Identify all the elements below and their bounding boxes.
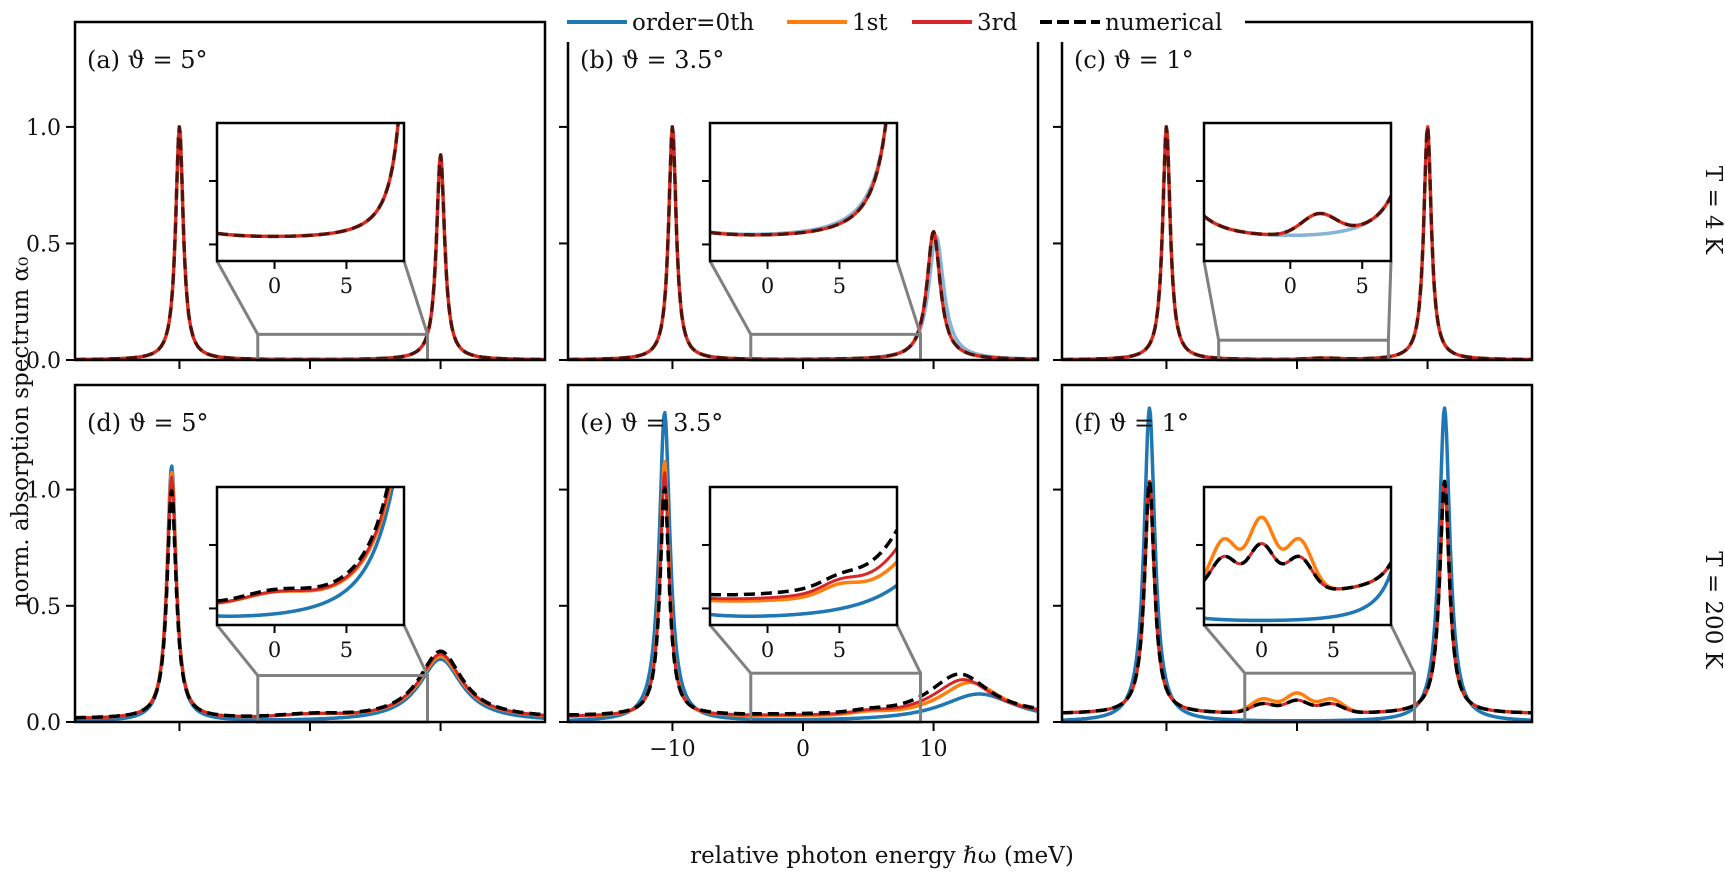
y-tick-label: 0.0 xyxy=(26,711,61,736)
panel-title: (a) ϑ = 5° xyxy=(87,46,207,74)
inset-frame xyxy=(708,121,899,263)
inset-x-tick-label: 5 xyxy=(340,274,353,298)
panel-d: 0.00.51.0(d) ϑ = 5°0 5 xyxy=(26,383,547,736)
panel-title: (f) ϑ = 1° xyxy=(1074,409,1189,437)
series-line-numerical xyxy=(568,486,1038,717)
row-label-200k: T = 200 K xyxy=(1700,551,1725,669)
inset-x-tick-label: 0 xyxy=(268,274,281,298)
inset-background xyxy=(217,487,404,625)
inset-series-line-1st xyxy=(710,560,897,603)
zoom-connector-right xyxy=(1389,624,1416,674)
inset-series-line-numerical xyxy=(217,487,390,603)
zoom-connector-left xyxy=(708,624,752,675)
panel-c: (c) ϑ = 1°0 5 xyxy=(1053,20,1534,369)
zoom-connector-left xyxy=(215,624,259,677)
series-line-numerical xyxy=(75,488,545,720)
inset-series-line-numerical xyxy=(710,529,897,597)
inset-x-tick-label: 0 xyxy=(1284,274,1297,298)
legend-background xyxy=(555,4,1245,42)
legend-label-3rd: 3rd xyxy=(977,10,1018,36)
y-tick-label: 1.0 xyxy=(26,116,61,141)
legend-label-order0: order=0th xyxy=(632,10,754,36)
inset-series-group xyxy=(1204,515,1391,623)
zoom-connector-left xyxy=(1202,624,1246,675)
panel-title: (e) ϑ = 3.5° xyxy=(580,409,723,437)
inset-series-group xyxy=(217,123,400,239)
series-group xyxy=(568,410,1038,722)
inset-frame xyxy=(708,485,899,627)
inset-background xyxy=(710,487,897,625)
inset-background xyxy=(710,123,897,261)
inset-x-tick-label: 5 xyxy=(833,638,846,662)
panel-f: (f) ϑ = 1°0 5 xyxy=(1053,383,1534,731)
panel-title: (c) ϑ = 1° xyxy=(1074,46,1194,74)
series-line-numerical xyxy=(1062,479,1532,715)
inset-background xyxy=(1204,123,1391,261)
inset-series-group xyxy=(710,529,897,618)
x-tick-label: 10 xyxy=(920,737,948,762)
inset-x-tick-label: 0 xyxy=(1255,638,1268,662)
series-line-order0th xyxy=(568,410,1038,722)
zoom-connector-left xyxy=(215,260,260,336)
y-tick-label: 0.5 xyxy=(26,595,61,620)
zoom-connector-right xyxy=(402,624,429,677)
zoom-connector-right xyxy=(895,624,922,674)
inset-x-tick-label: 0 xyxy=(761,274,774,298)
row-label-4k: T = 4 K xyxy=(1700,166,1725,255)
x-tick-label: 0 xyxy=(796,737,810,762)
inset-x-tick-label: 5 xyxy=(1327,638,1340,662)
inset-series-line-numerical xyxy=(710,123,888,237)
x-tick-label: −10 xyxy=(649,737,695,762)
inset-frame xyxy=(215,485,406,627)
inset-series-line-3rd xyxy=(710,546,897,601)
inset-frame xyxy=(1202,121,1393,263)
zoom-connector-right xyxy=(1386,260,1393,341)
zoom-connector-left xyxy=(708,260,753,336)
series-group xyxy=(75,464,545,722)
inset-series-line-numerical xyxy=(1204,541,1391,591)
inset-x-tick-label: 0 xyxy=(761,638,774,662)
inset-frame xyxy=(1202,485,1393,627)
inset-series-group xyxy=(217,487,395,618)
legend-label-1st: 1st xyxy=(852,10,888,36)
inset-series-line-order0th xyxy=(217,487,395,618)
panel-a: 0.00.51.0(a) ϑ = 5°0 5 xyxy=(26,20,547,374)
inset-frame xyxy=(215,121,406,263)
y-tick-label: 0.0 xyxy=(26,349,61,374)
panel-b: (b) ϑ = 3.5°0 5 xyxy=(559,20,1040,369)
inset-series-line-numerical xyxy=(1204,195,1391,237)
inset-series-line-order0th xyxy=(710,583,897,618)
inset-series-group xyxy=(710,123,888,237)
panel-e: −10 0 10(e) ϑ = 3.5°0 5 xyxy=(559,383,1040,762)
y-tick-label: 0.5 xyxy=(26,232,61,257)
zoom-connector-left xyxy=(1202,260,1221,341)
legend: order=0th 1st 3rd numerical xyxy=(555,4,1245,42)
y-axis-label: norm. absorption spectrum α₀ xyxy=(8,257,34,607)
zoom-connector-right xyxy=(895,260,922,335)
inset-background xyxy=(217,123,404,261)
inset-x-tick-label: 5 xyxy=(1356,274,1369,298)
panel-title: (d) ϑ = 5° xyxy=(87,409,209,437)
inset-series-group xyxy=(1204,195,1391,238)
legend-label-numerical: numerical xyxy=(1105,10,1222,36)
zoom-connector-right xyxy=(402,260,429,335)
panel-title: (b) ϑ = 3.5° xyxy=(580,46,724,74)
inset-series-line-numerical xyxy=(217,123,400,239)
inset-x-tick-label: 0 xyxy=(268,638,281,662)
inset-series-line-order0th xyxy=(1204,571,1391,623)
inset-x-tick-label: 5 xyxy=(340,638,353,662)
panels: 0.00.51.0(a) ϑ = 5°0 5(b) ϑ = 3.5°0 5(c) ϑ… xyxy=(26,20,1534,762)
inset-x-tick-label: 5 xyxy=(833,274,846,298)
y-tick-label: 1.0 xyxy=(26,479,61,504)
x-axis-label: relative photon energy ℏω (meV) xyxy=(690,843,1074,869)
